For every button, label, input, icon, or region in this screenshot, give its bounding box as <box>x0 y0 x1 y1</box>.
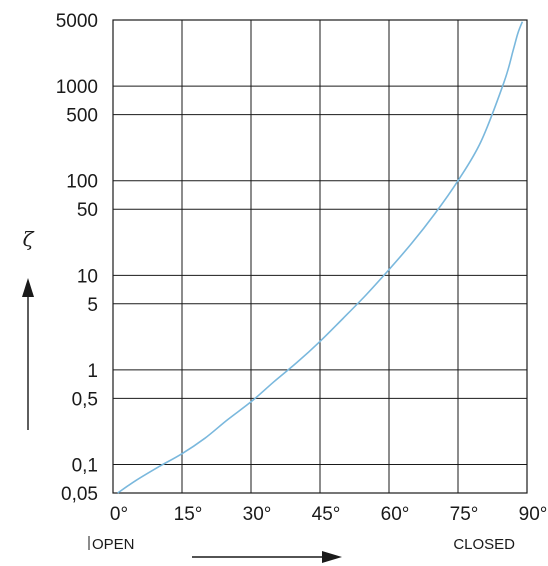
y-tick-label: 10 <box>77 266 98 287</box>
y-tick-label: 0,5 <box>72 389 98 410</box>
x-tick-label: 45° <box>312 504 341 525</box>
x-tick-labels: 0° 15° 30° 45° 60° 75° 90° <box>110 504 547 525</box>
y-tick-label: 100 <box>66 172 98 193</box>
y-tick-label: 1 <box>87 361 98 382</box>
series-layer <box>117 21 524 494</box>
y-tick-label: 500 <box>66 106 98 127</box>
plot-border <box>112 19 528 494</box>
open-annotation: OPEN <box>92 536 135 553</box>
y-tick-label: 1000 <box>56 77 98 98</box>
y-axis-label: ζ <box>23 227 35 251</box>
x-tick-label: 15° <box>174 504 203 525</box>
x-axis-arrow <box>192 551 342 563</box>
grid <box>112 19 528 494</box>
series-line <box>117 21 524 494</box>
x-tick-label: 75° <box>450 504 479 525</box>
y-tick-label: 50 <box>77 200 98 221</box>
y-tick-label: 0,1 <box>72 456 98 477</box>
y-tick-labels: 0,05 0,1 0,5 1 5 10 50 100 500 1000 5000 <box>56 11 98 505</box>
closed-annotation: CLOSED <box>453 536 515 553</box>
y-axis-arrow <box>22 278 34 430</box>
x-tick-label: 0° <box>110 504 128 525</box>
plot-frame <box>112 19 528 494</box>
y-tick-label: 5000 <box>56 11 98 32</box>
y-tick-label: 0,05 <box>61 484 98 505</box>
y-tick-label: 5 <box>87 295 98 316</box>
x-tick-label: 60° <box>381 504 410 525</box>
x-tick-label: 30° <box>243 504 272 525</box>
x-tick-label: 90° <box>519 504 548 525</box>
